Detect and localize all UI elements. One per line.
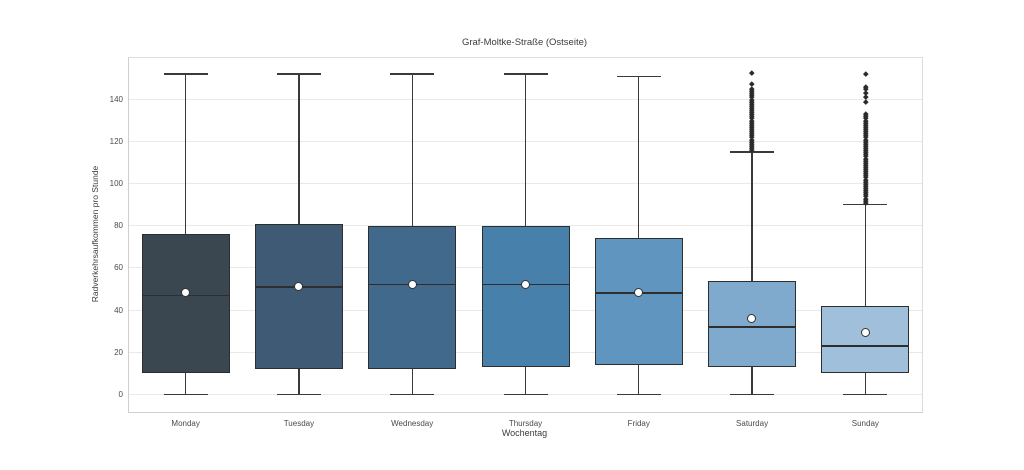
box-thursday — [481, 225, 570, 367]
box-saturday — [708, 280, 797, 367]
box-wednesday — [368, 225, 457, 369]
y-tick-label: 40 — [114, 305, 123, 315]
y-tick-label: 140 — [109, 94, 123, 104]
plot-area: 0 20 40 60 80 100 120 140 Monday Tuesday Wednesday… — [110, 57, 923, 428]
outlier-point — [862, 71, 868, 77]
mean-marker — [634, 288, 644, 298]
y-tick-label: 80 — [114, 221, 123, 231]
box-sunday — [821, 305, 910, 374]
y-tick-label: 60 — [114, 263, 123, 273]
category-label: Sunday — [851, 419, 879, 428]
category-label: Saturday — [736, 419, 769, 428]
chart-title: Graf-Moltke-Straße (Ostseite) — [461, 37, 588, 48]
whisker-cap-top — [276, 73, 321, 75]
mean-marker — [860, 328, 870, 338]
y-tick-label: 0 — [118, 389, 123, 399]
whisker-cap-top — [390, 73, 435, 75]
median-line — [821, 345, 910, 347]
whisker-line — [751, 151, 753, 395]
mean-marker — [294, 282, 304, 292]
whisker-cap-bottom — [276, 393, 321, 395]
outlier-point — [749, 80, 755, 87]
median-line — [708, 326, 797, 328]
mean-marker — [520, 280, 530, 290]
whisker-cap-bottom — [730, 393, 775, 395]
mean-marker — [180, 288, 190, 298]
whisker-cap-bottom — [843, 393, 888, 395]
whisker-cap-bottom — [616, 393, 661, 395]
y-tick-label: 120 — [109, 136, 123, 146]
x-axis-label: Wochentag — [501, 428, 548, 438]
whisker-cap-bottom — [390, 393, 435, 395]
whisker-line — [864, 204, 866, 395]
category-label: Wednesday — [391, 419, 434, 428]
mean-marker — [747, 313, 757, 323]
mean-marker — [407, 280, 417, 290]
whisker-cap-top — [616, 75, 661, 77]
whisker-cap-top — [163, 73, 208, 75]
category-label: Tuesday — [283, 419, 315, 428]
whisker-line — [185, 74, 187, 395]
box-monday — [141, 234, 230, 374]
whisker-cap-top — [503, 73, 548, 75]
whisker-cap-bottom — [163, 393, 208, 395]
category-label: Thursday — [508, 419, 543, 428]
y-tick-label: 20 — [114, 347, 123, 357]
whisker-cap-bottom — [503, 393, 548, 395]
box-friday — [594, 238, 683, 365]
box-tuesday — [254, 223, 343, 369]
y-tick-label: 100 — [109, 179, 123, 189]
whisker-line — [638, 76, 640, 395]
category-label: Friday — [627, 419, 650, 428]
outlier-point — [749, 70, 755, 76]
category-label: Monday — [171, 419, 200, 428]
